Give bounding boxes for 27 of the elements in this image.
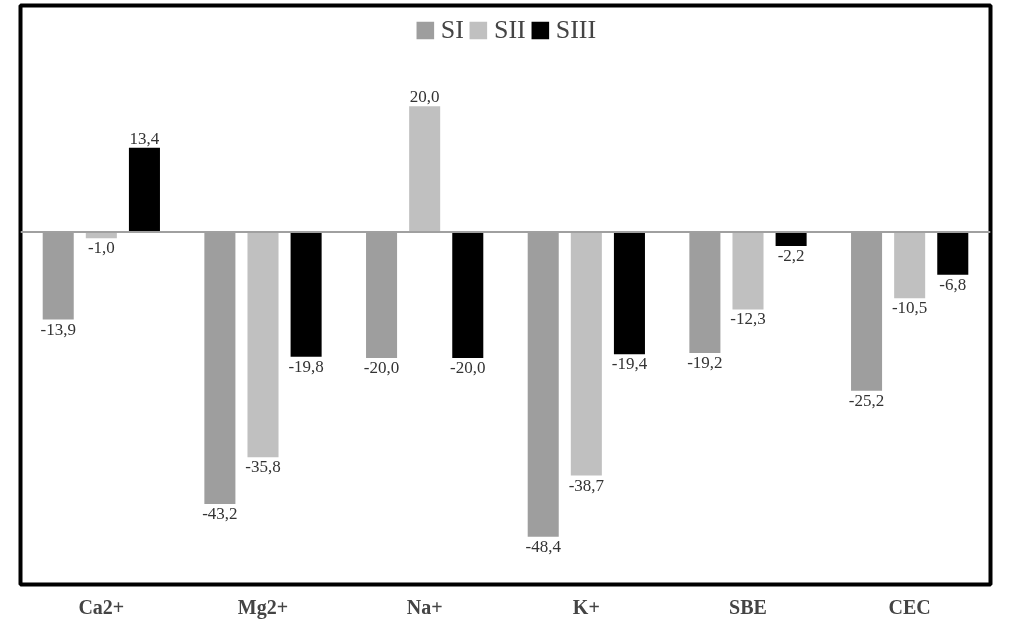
legend-label: SIII	[555, 15, 597, 45]
data-label: -13,9	[40, 319, 76, 339]
data-label: -19,4	[611, 354, 648, 374]
data-label: -19,2	[687, 352, 723, 372]
data-label: -48,4	[525, 536, 562, 556]
data-label: -12,3	[730, 309, 766, 329]
x-tick-label: CEC	[888, 595, 931, 618]
data-label: -10,5	[891, 298, 928, 318]
x-tick-label: Mg2+	[237, 595, 289, 619]
x-tick-label: K+	[572, 595, 600, 618]
legend-label: SI	[440, 15, 464, 45]
data-label: -6,8	[939, 274, 967, 294]
legend-label: SII	[493, 15, 526, 45]
data-label: -20,0	[450, 357, 486, 377]
data-label: -2,2	[777, 245, 805, 265]
x-tick-label: SBE	[729, 595, 767, 618]
data-label: -25,2	[848, 390, 885, 410]
data-label: -19,8	[288, 356, 324, 376]
data-label: 20,0	[409, 87, 440, 107]
data-label: -43,2	[202, 503, 238, 523]
x-tick-label: Na+	[406, 595, 443, 618]
data-label: -35,8	[245, 457, 281, 477]
data-label: -20,0	[363, 357, 400, 377]
data-label: 13,4	[129, 128, 160, 148]
x-tick-label: Ca2+	[78, 595, 125, 618]
data-label: -38,7	[568, 475, 605, 495]
data-label: -1,0	[87, 238, 115, 258]
